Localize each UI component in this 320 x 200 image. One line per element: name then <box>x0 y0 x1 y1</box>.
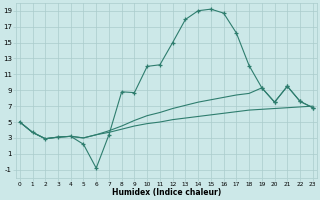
X-axis label: Humidex (Indice chaleur): Humidex (Indice chaleur) <box>112 188 221 197</box>
